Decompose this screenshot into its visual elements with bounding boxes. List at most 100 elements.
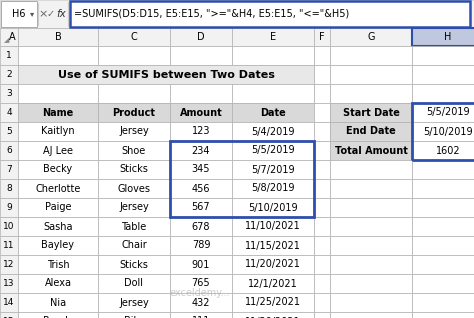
Text: A: A	[9, 32, 15, 42]
Bar	[412, 122, 474, 141]
Bar	[232, 179, 314, 198]
Bar	[0, 46, 18, 65]
Bar	[232, 122, 314, 141]
Bar	[412, 179, 474, 198]
Bar	[314, 293, 330, 312]
Bar	[18, 84, 98, 103]
Text: Sticks: Sticks	[119, 164, 148, 175]
Bar	[314, 255, 330, 274]
Bar	[170, 160, 232, 179]
Bar	[18, 160, 98, 179]
Bar	[0, 28, 18, 46]
Text: Total Amount: Total Amount	[335, 146, 408, 156]
Bar	[412, 255, 474, 274]
Bar	[330, 28, 412, 46]
Text: exceldemy...: exceldemy...	[170, 288, 230, 298]
Bar	[0, 217, 18, 236]
Bar	[98, 28, 170, 46]
Bar	[232, 28, 314, 46]
Bar	[0, 274, 18, 293]
Bar	[232, 255, 314, 274]
Text: Table: Table	[121, 222, 146, 232]
Bar	[314, 122, 330, 141]
Text: 2: 2	[6, 70, 12, 79]
Text: 12: 12	[3, 260, 15, 269]
Bar	[232, 160, 314, 179]
Text: 6: 6	[6, 146, 12, 155]
Text: 1602: 1602	[436, 146, 460, 156]
Text: Bayley: Bayley	[42, 240, 74, 251]
Text: Alexa: Alexa	[45, 279, 72, 288]
Bar	[232, 217, 314, 236]
Text: 567: 567	[191, 203, 210, 212]
Text: Gloves: Gloves	[118, 183, 151, 193]
Bar	[1, 1, 37, 27]
Bar	[412, 198, 474, 217]
Bar	[412, 46, 474, 65]
Bar	[98, 122, 170, 141]
Bar	[232, 84, 314, 103]
Text: 11/15/2021: 11/15/2021	[245, 240, 301, 251]
Text: Shoe: Shoe	[122, 146, 146, 156]
Text: 765: 765	[191, 279, 210, 288]
Bar	[314, 84, 330, 103]
Bar	[314, 28, 330, 46]
Text: G: G	[367, 32, 375, 42]
Text: 15: 15	[3, 317, 15, 318]
Text: Chair: Chair	[121, 240, 147, 251]
Bar	[170, 179, 232, 198]
Bar	[314, 274, 330, 293]
Bar	[232, 274, 314, 293]
Text: D: D	[197, 32, 205, 42]
Text: Jersey: Jersey	[119, 298, 149, 308]
Text: C: C	[131, 32, 137, 42]
Bar	[0, 103, 18, 122]
Bar	[18, 103, 98, 122]
Bar	[170, 198, 232, 217]
Bar	[18, 293, 98, 312]
Text: 432: 432	[192, 298, 210, 308]
Bar	[314, 160, 330, 179]
Bar	[314, 312, 330, 318]
Bar	[18, 236, 98, 255]
Text: 11/25/2021: 11/25/2021	[245, 298, 301, 308]
Bar	[232, 293, 314, 312]
Bar	[98, 236, 170, 255]
Text: 789: 789	[192, 240, 210, 251]
Text: ▾: ▾	[30, 10, 34, 18]
Bar	[98, 274, 170, 293]
Bar	[18, 274, 98, 293]
Text: 345: 345	[192, 164, 210, 175]
Bar	[412, 160, 474, 179]
Text: Jersey: Jersey	[119, 127, 149, 136]
Bar	[98, 46, 170, 65]
Bar	[232, 141, 314, 160]
Bar	[98, 103, 170, 122]
Bar	[412, 103, 474, 122]
Bar	[18, 141, 98, 160]
Bar	[232, 46, 314, 65]
Bar	[170, 255, 232, 274]
Bar	[232, 312, 314, 318]
Bar	[0, 84, 18, 103]
Bar	[0, 198, 18, 217]
Text: 3: 3	[6, 89, 12, 98]
Bar	[0, 255, 18, 274]
Bar	[98, 84, 170, 103]
Text: B: B	[55, 32, 61, 42]
Text: F: F	[319, 32, 325, 42]
Bar	[170, 141, 314, 217]
Bar	[314, 65, 330, 84]
Text: Kaitlyn: Kaitlyn	[41, 127, 75, 136]
Text: Cherlotte: Cherlotte	[35, 183, 81, 193]
Text: Bike: Bike	[124, 316, 145, 318]
Text: 1: 1	[6, 51, 12, 60]
Bar	[330, 179, 412, 198]
Bar	[98, 160, 170, 179]
Text: ×: ×	[38, 9, 48, 19]
Bar	[170, 84, 232, 103]
Bar	[98, 217, 170, 236]
Text: Jersey: Jersey	[119, 203, 149, 212]
Bar	[330, 274, 412, 293]
Bar	[314, 198, 330, 217]
